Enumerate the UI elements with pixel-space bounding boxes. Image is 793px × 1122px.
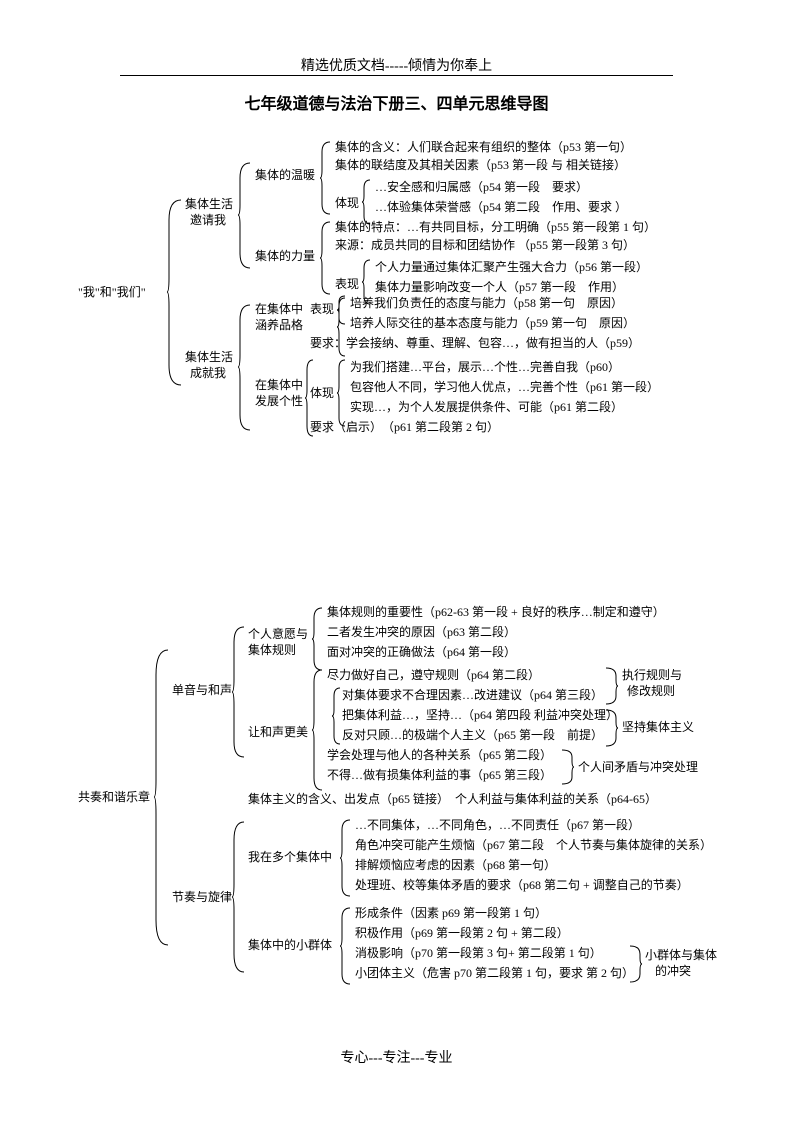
m2-leaf: 学会处理与他人的各种关系（p65 第二段） <box>327 748 552 762</box>
m1-leaf: 集体的含义：人们联合起来有组织的整体（p53 第一句） <box>335 140 632 154</box>
brace-icon <box>232 627 246 757</box>
m1-b1-l1: 集体生活 <box>185 197 233 211</box>
page-footer: 专心---专注---专业 <box>0 1047 793 1067</box>
m2-b1-c1-l2: 集体规则 <box>248 643 296 657</box>
brace-icon <box>606 710 618 746</box>
m2-extra: 集体主义的含义、出发点（p65 链接） 个人利益与集体利益的关系（p64-65） <box>248 792 657 806</box>
m1-b2-l1: 集体生活 <box>185 350 233 364</box>
page-header: 精选优质文档-----倾情为你奉上 <box>0 55 793 75</box>
m2-right: 修改规则 <box>627 684 675 698</box>
m2-right: 坚持集体主义 <box>622 720 694 734</box>
brace-icon <box>562 750 574 784</box>
m2-leaf: 反对只顾…的极端个人主义（p65 第一段 前提） <box>342 728 603 742</box>
header-rule <box>120 75 673 76</box>
m1-sub: 表现 <box>310 302 334 316</box>
m2-root: 共奏和谐乐章 <box>78 790 150 804</box>
m1-sub: 体现 <box>335 196 359 210</box>
m1-leaf: 来源：成员共同的目标和团结协作 （p55 第一段第 3 句） <box>335 238 635 252</box>
m1-b1-l2: 邀请我 <box>190 213 226 227</box>
m1-leaf: 培养我们负责任的态度与能力（p58 第一句 原因） <box>350 296 623 310</box>
m2-leaf: 尽力做好自己，遵守规则（p64 第二段） <box>327 668 540 682</box>
m1-b2-c2-l2: 发展个性 <box>255 394 303 408</box>
brace-icon <box>305 360 315 436</box>
brace-icon <box>238 163 252 268</box>
m1-leaf: 集体的特点：…有共同目标，分工明确（p55 第一段第 1 句） <box>335 220 656 234</box>
brace-icon <box>320 142 332 214</box>
m2-b2: 节奏与旋律 <box>172 890 232 904</box>
brace-icon <box>167 200 183 385</box>
brace-icon <box>332 688 342 744</box>
brace-icon <box>630 946 642 982</box>
m2-right: 小群体与集体 <box>645 948 717 962</box>
m1-leaf: 个人力量通过集体汇聚产生强大合力（p56 第一段） <box>375 260 648 274</box>
m2-leaf: 对集体要求不合理因素…改进建议（p64 第三段） <box>342 688 603 702</box>
brace-icon <box>362 180 372 224</box>
brace-icon <box>320 222 332 294</box>
m1-b2-c1-l2: 涵养品格 <box>255 318 303 332</box>
brace-icon <box>154 650 170 945</box>
m1-leaf: …体验集体荣誉感（p54 第二段 作用、要求 ） <box>375 200 627 214</box>
m1-leaf: 培养人际交往的基本态度与能力（p59 第一句 原因） <box>350 316 635 330</box>
m1-b1-c2: 集体的力量 <box>255 249 315 263</box>
m1-b1-c1: 集体的温暖 <box>255 168 315 182</box>
page: 精选优质文档-----倾情为你奉上 七年级道德与法治下册三、四单元思维导图 专心… <box>0 0 793 1122</box>
m1-leaf: 包容他人不同，学习他人优点，…完善个性（p61 第一段） <box>350 380 659 394</box>
brace-icon <box>340 820 352 896</box>
m1-leaf: 实现…，为个人发展提供条件、可能（p61 第二段） <box>350 400 623 414</box>
m2-leaf: 集体规则的重要性（p62-63 第一段 + 良好的秩序…制定和遵守） <box>327 605 665 619</box>
brace-icon <box>232 822 246 972</box>
m1-root: "我"和"我们" <box>78 285 146 299</box>
m2-leaf: 形成条件（因素 p69 第一段第 1 句） <box>355 906 547 920</box>
m2-leaf: …不同集体，…不同角色，…不同责任（p67 第一段） <box>355 818 640 832</box>
m2-leaf: 处理班、校等集体矛盾的要求（p68 第二句 + 调整自己的节奏） <box>355 878 689 892</box>
m1-sub: 表现 <box>335 277 359 291</box>
m2-leaf: 小团体主义（危害 p70 第二段第 1 句，要求 第 2 句） <box>355 966 634 980</box>
m2-b1-c1-l1: 个人意愿与 <box>248 627 308 641</box>
m2-b2-c1: 我在多个集体中 <box>248 850 332 864</box>
brace-icon <box>606 668 618 704</box>
m1-b2-l2: 成就我 <box>190 366 226 380</box>
m2-leaf: 二者发生冲突的原因（p63 第二段） <box>327 625 516 639</box>
m1-leaf: 集体力量影响改变一个人（p57 第一段 作用） <box>375 280 624 294</box>
m2-leaf: 角色冲突可能产生烦恼（p67 第二段 个人节奏与集体旋律的关系） <box>355 838 712 852</box>
m2-right: 执行规则与 <box>622 668 682 682</box>
m1-leaf: 要求（启示） （p61 第二段第 2 句） <box>310 420 499 434</box>
brace-icon <box>312 608 324 670</box>
m1-b2-c2-l1: 在集体中 <box>255 378 303 392</box>
m1-leaf: …安全感和归属感（p54 第一段 要求） <box>375 180 588 194</box>
brace-icon <box>312 670 324 790</box>
m2-leaf: 面对冲突的正确做法（p64 第一段） <box>327 645 516 659</box>
m2-b1-c2: 让和声更美 <box>248 725 308 739</box>
m2-leaf: 积极作用（p69 第一段第 2 句 + 第二段） <box>355 926 569 940</box>
m1-leaf: 集体的联结度及其相关因素（p53 第一段 与 相关链接） <box>335 158 626 172</box>
m2-leaf: 消极影响（p70 第一段第 3 句+ 第二段第 1 句） <box>355 946 602 960</box>
m1-b2-c1-l1: 在集体中 <box>255 302 303 316</box>
m2-right: 的冲突 <box>655 964 691 978</box>
m2-leaf: 不得…做有损集体利益的事（p65 第三段） <box>327 768 552 782</box>
brace-icon <box>340 908 352 984</box>
brace-icon <box>238 305 252 430</box>
page-title: 七年级道德与法治下册三、四单元思维导图 <box>0 90 793 114</box>
m2-b2-c2: 集体中的小群体 <box>248 938 332 952</box>
brace-icon <box>337 296 347 324</box>
m2-leaf: 排解烦恼应考虑的因素（p68 第一句） <box>355 858 556 872</box>
m2-right: 个人间矛盾与冲突处理 <box>578 760 698 774</box>
m1-leaf: 为我们搭建…平台，展示…个性…完善自我（p60） <box>350 360 620 374</box>
m2-leaf: 把集体利益…，坚持…（p64 第四段 利益冲突处理） <box>342 708 618 722</box>
m1-leaf: 要求：学会接纳、尊重、理解、包容…，做有担当的人（p59） <box>310 336 640 350</box>
m2-b1: 单音与和声 <box>172 683 232 697</box>
brace-icon <box>337 360 347 426</box>
